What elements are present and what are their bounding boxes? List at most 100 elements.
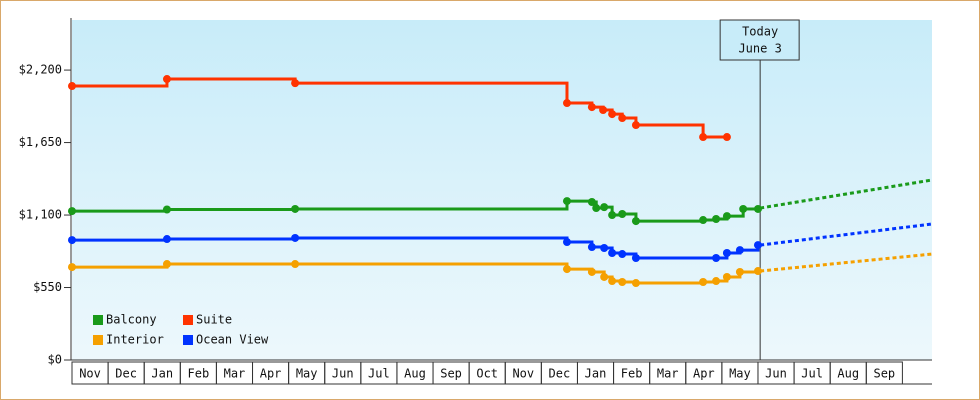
price-point (291, 204, 300, 213)
x-tick-label: Jul (368, 367, 390, 381)
price-point (712, 254, 721, 262)
price-point (68, 82, 76, 91)
x-tick-cell (865, 361, 903, 385)
x-tick-label: Mar (224, 367, 246, 381)
step-segment (635, 219, 705, 223)
price-point (735, 267, 744, 276)
y-tick-label: $1,650 (19, 135, 62, 149)
price-point (291, 79, 300, 88)
x-tick-label: Apr (693, 367, 715, 381)
x-tick-label: Oct (476, 367, 498, 381)
step-segment (72, 209, 169, 213)
x-tick-label: Nov (79, 367, 101, 381)
price-point (631, 121, 640, 130)
price-point (587, 267, 596, 276)
price-point (631, 254, 640, 262)
x-tick-label: Jun (765, 367, 787, 381)
x-tick-label: May (296, 367, 318, 381)
x-tick-label: Feb (188, 367, 210, 381)
forecast-line (759, 178, 933, 210)
legend-label: Balcony (106, 313, 157, 327)
legend-label: Suite (196, 313, 232, 327)
price-point (608, 110, 617, 119)
y-tick-label: $2,200 (19, 63, 62, 77)
x-tick-label: Nov (512, 367, 534, 381)
price-point (618, 277, 627, 286)
price-point (618, 250, 627, 259)
price-point (753, 241, 762, 250)
price-point (699, 216, 708, 225)
y-tick-label: $0 (48, 353, 62, 367)
y-tick-label: $1,100 (19, 208, 62, 222)
x-tick-label: Dec (549, 367, 571, 381)
price-point (562, 265, 571, 274)
price-point (722, 212, 731, 221)
x-tick-label: Aug (837, 367, 859, 381)
price-point (608, 277, 617, 286)
price-point (562, 197, 571, 206)
x-tick-label: Dec (115, 367, 137, 381)
price-point (162, 235, 171, 244)
price-point (599, 106, 608, 115)
y-tick-label: $550 (33, 280, 62, 294)
price-point (291, 260, 300, 269)
today-label: June 3 (738, 42, 781, 56)
legend-swatch (93, 315, 103, 325)
price-point (562, 99, 571, 108)
price-point (608, 248, 617, 257)
price-point (291, 233, 300, 242)
price-point (592, 204, 601, 213)
price-point (618, 209, 627, 218)
price-point (699, 133, 708, 142)
price-point (753, 267, 762, 276)
today-label: Today (742, 25, 778, 39)
step-segment (166, 208, 297, 212)
price-point (600, 203, 609, 212)
legend-swatch (93, 335, 103, 345)
step-segment (72, 238, 169, 242)
price-point (722, 248, 731, 257)
step-segment (295, 81, 569, 104)
step-segment (635, 281, 705, 285)
price-point (162, 75, 171, 84)
price-point (712, 277, 721, 286)
price-point (162, 260, 171, 269)
price-point (618, 114, 627, 123)
price-point (631, 217, 640, 226)
price-point (600, 272, 609, 281)
price-point (722, 133, 731, 142)
price-point (739, 204, 748, 213)
price-point (587, 243, 596, 252)
price-point (162, 205, 171, 214)
x-tick-label: Jan (151, 367, 173, 381)
legend-label: Ocean View (196, 333, 269, 347)
price-point (699, 277, 708, 286)
x-tick-label: Mar (657, 367, 679, 381)
x-tick-label: Aug (404, 367, 426, 381)
price-point (608, 211, 617, 220)
price-point (587, 197, 596, 206)
legend-swatch (183, 335, 193, 345)
price-point (722, 272, 731, 281)
today-box (719, 19, 800, 61)
price-point (562, 238, 571, 247)
x-tick-label: Jan (585, 367, 607, 381)
x-tick-label: Sep (873, 367, 895, 381)
price-point (587, 103, 596, 112)
price-point (600, 243, 609, 252)
x-tick-label: Jul (801, 367, 823, 381)
x-tick-label: May (729, 367, 751, 381)
x-tick-label: Jun (332, 367, 354, 381)
price-point (68, 263, 76, 272)
price-point (68, 236, 76, 245)
price-point (735, 246, 744, 255)
x-tick-label: Sep (440, 367, 462, 381)
x-tick-label: Apr (260, 367, 282, 381)
forecast-line (759, 252, 933, 273)
x-tick-label: Feb (621, 367, 643, 381)
price-point (631, 279, 640, 288)
plot-area (72, 20, 932, 360)
legend-swatch (183, 315, 193, 325)
price-point (68, 207, 76, 216)
